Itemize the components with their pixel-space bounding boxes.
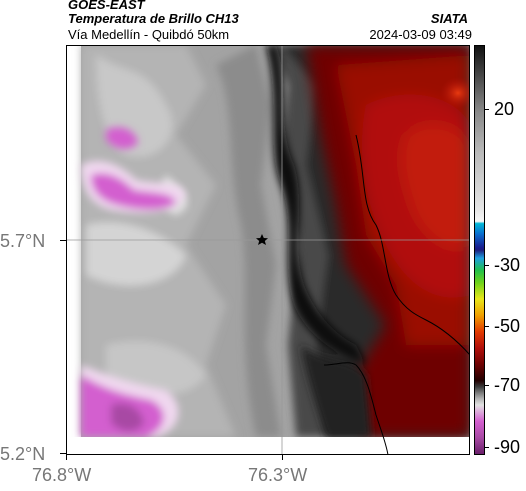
tick-lon-76.8: [66, 454, 67, 460]
gray-texture: [81, 45, 281, 437]
pink-cold-patches: [81, 127, 186, 437]
cbar-tick-minus50: [484, 326, 489, 327]
cbar-tick-minus70: [484, 385, 489, 386]
tick-lon-76.3: [282, 454, 283, 460]
lon-label-76.8: 76.8°W: [32, 465, 92, 485]
cbar-tick-minus90: [484, 447, 489, 448]
satellite-source: GOES-EAST: [68, 0, 145, 12]
brightness-temperature-map: [66, 45, 470, 455]
cbar-label-minus30: -30: [494, 255, 521, 275]
cbar-label-minus50: -50: [494, 316, 521, 336]
timestamp-label: 2024-03-09 03:49: [369, 27, 472, 42]
region-subtitle: Vía Medellín - Quibdó 50km: [68, 27, 230, 42]
tick-lat-5.2: [60, 453, 66, 454]
product-title: Temperatura de Brillo CH13: [68, 11, 239, 26]
tick-lat-5.7: [60, 240, 66, 241]
lat-label-5.7: 5.7°N: [0, 231, 46, 251]
dark-band: [266, 45, 371, 437]
cbar-tick-20: [484, 109, 489, 110]
cbar-label-20: 20: [494, 99, 515, 119]
organization-label: SIATA: [430, 11, 468, 26]
cbar-label-minus70: -70: [494, 375, 521, 395]
cbar-label-minus90: -90: [494, 437, 521, 457]
boundary-lines: [323, 134, 470, 455]
cold-cloud-area: [306, 45, 470, 437]
star-icon: [256, 234, 268, 245]
hotspot: [440, 77, 470, 109]
lat-label-5.2: 5.2°N: [0, 444, 46, 464]
cbar-tick-minus30: [484, 265, 489, 266]
lon-label-76.3: 76.3°W: [248, 465, 308, 485]
temperature-colorbar: [474, 45, 485, 455]
